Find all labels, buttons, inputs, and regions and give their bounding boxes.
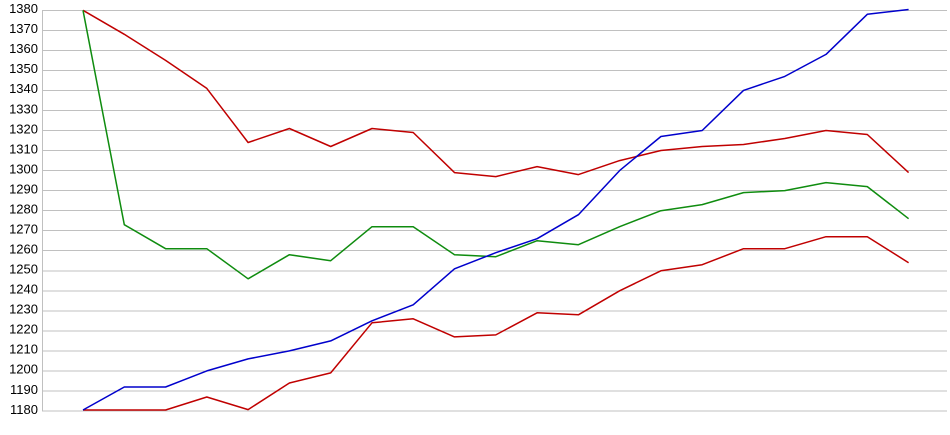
svg-text:1280: 1280 <box>9 202 38 217</box>
svg-text:1290: 1290 <box>9 181 38 196</box>
svg-text:1330: 1330 <box>9 101 38 116</box>
svg-text:1270: 1270 <box>9 222 38 237</box>
svg-text:1190: 1190 <box>10 382 38 397</box>
svg-text:1180: 1180 <box>10 402 38 417</box>
svg-text:1320: 1320 <box>9 121 38 136</box>
svg-text:1230: 1230 <box>9 302 38 317</box>
svg-text:1250: 1250 <box>9 262 38 277</box>
svg-text:1260: 1260 <box>9 242 38 257</box>
svg-text:1300: 1300 <box>9 161 38 176</box>
svg-text:1360: 1360 <box>9 41 38 56</box>
svg-text:1310: 1310 <box>9 141 38 156</box>
svg-text:1340: 1340 <box>9 81 38 96</box>
svg-text:1350: 1350 <box>9 61 38 76</box>
svg-text:1210: 1210 <box>9 342 38 357</box>
svg-text:1220: 1220 <box>9 322 38 337</box>
svg-text:1200: 1200 <box>9 362 38 377</box>
svg-text:1240: 1240 <box>9 282 38 297</box>
svg-text:1370: 1370 <box>9 21 38 36</box>
svg-text:1380: 1380 <box>9 1 38 16</box>
